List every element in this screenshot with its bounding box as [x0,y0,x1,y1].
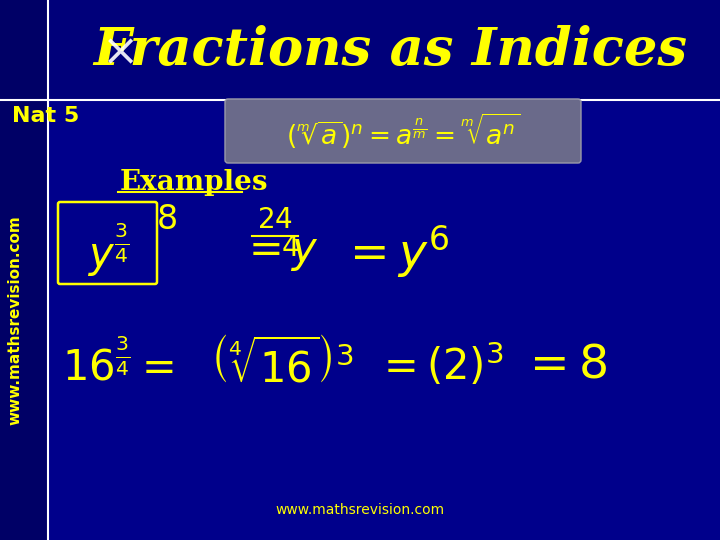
FancyBboxPatch shape [225,99,581,163]
Text: $\left(\sqrt[4]{16}\right)^3$: $\left(\sqrt[4]{16}\right)^3$ [210,339,354,391]
Text: $\left(\sqrt[m]{a}\right)^n = a^{\frac{n}{m}} = \sqrt[m]{a^n}$: $\left(\sqrt[m]{a}\right)^n = a^{\frac{n… [286,111,520,151]
Text: $= y^6$: $= y^6$ [340,224,449,280]
Bar [0,0,48,540]
Text: $4$: $4$ [281,234,299,261]
Text: $16^{\frac{3}{4}}=$: $16^{\frac{3}{4}}=$ [62,341,174,389]
Text: Nat 5: Nat 5 [12,106,79,126]
Text: $= y$: $= y$ [240,231,318,273]
Text: $8$: $8$ [156,204,176,236]
Text: Examples: Examples [120,168,269,195]
Text: $= (2)^3$: $= (2)^3$ [375,341,504,389]
Text: $\times$: $\times$ [102,30,135,73]
Text: www.mathsrevision.com: www.mathsrevision.com [276,503,444,517]
Text: www.mathsrevision.com: www.mathsrevision.com [7,215,22,425]
Text: $= 8$: $= 8$ [520,342,607,388]
FancyBboxPatch shape [58,202,157,284]
Text: $y^{\frac{3}{4}}$: $y^{\frac{3}{4}}$ [86,221,130,279]
Text: Fractions as Indices: Fractions as Indices [93,24,687,76]
Text: $24$: $24$ [257,206,293,233]
Bar [0,0,720,100]
